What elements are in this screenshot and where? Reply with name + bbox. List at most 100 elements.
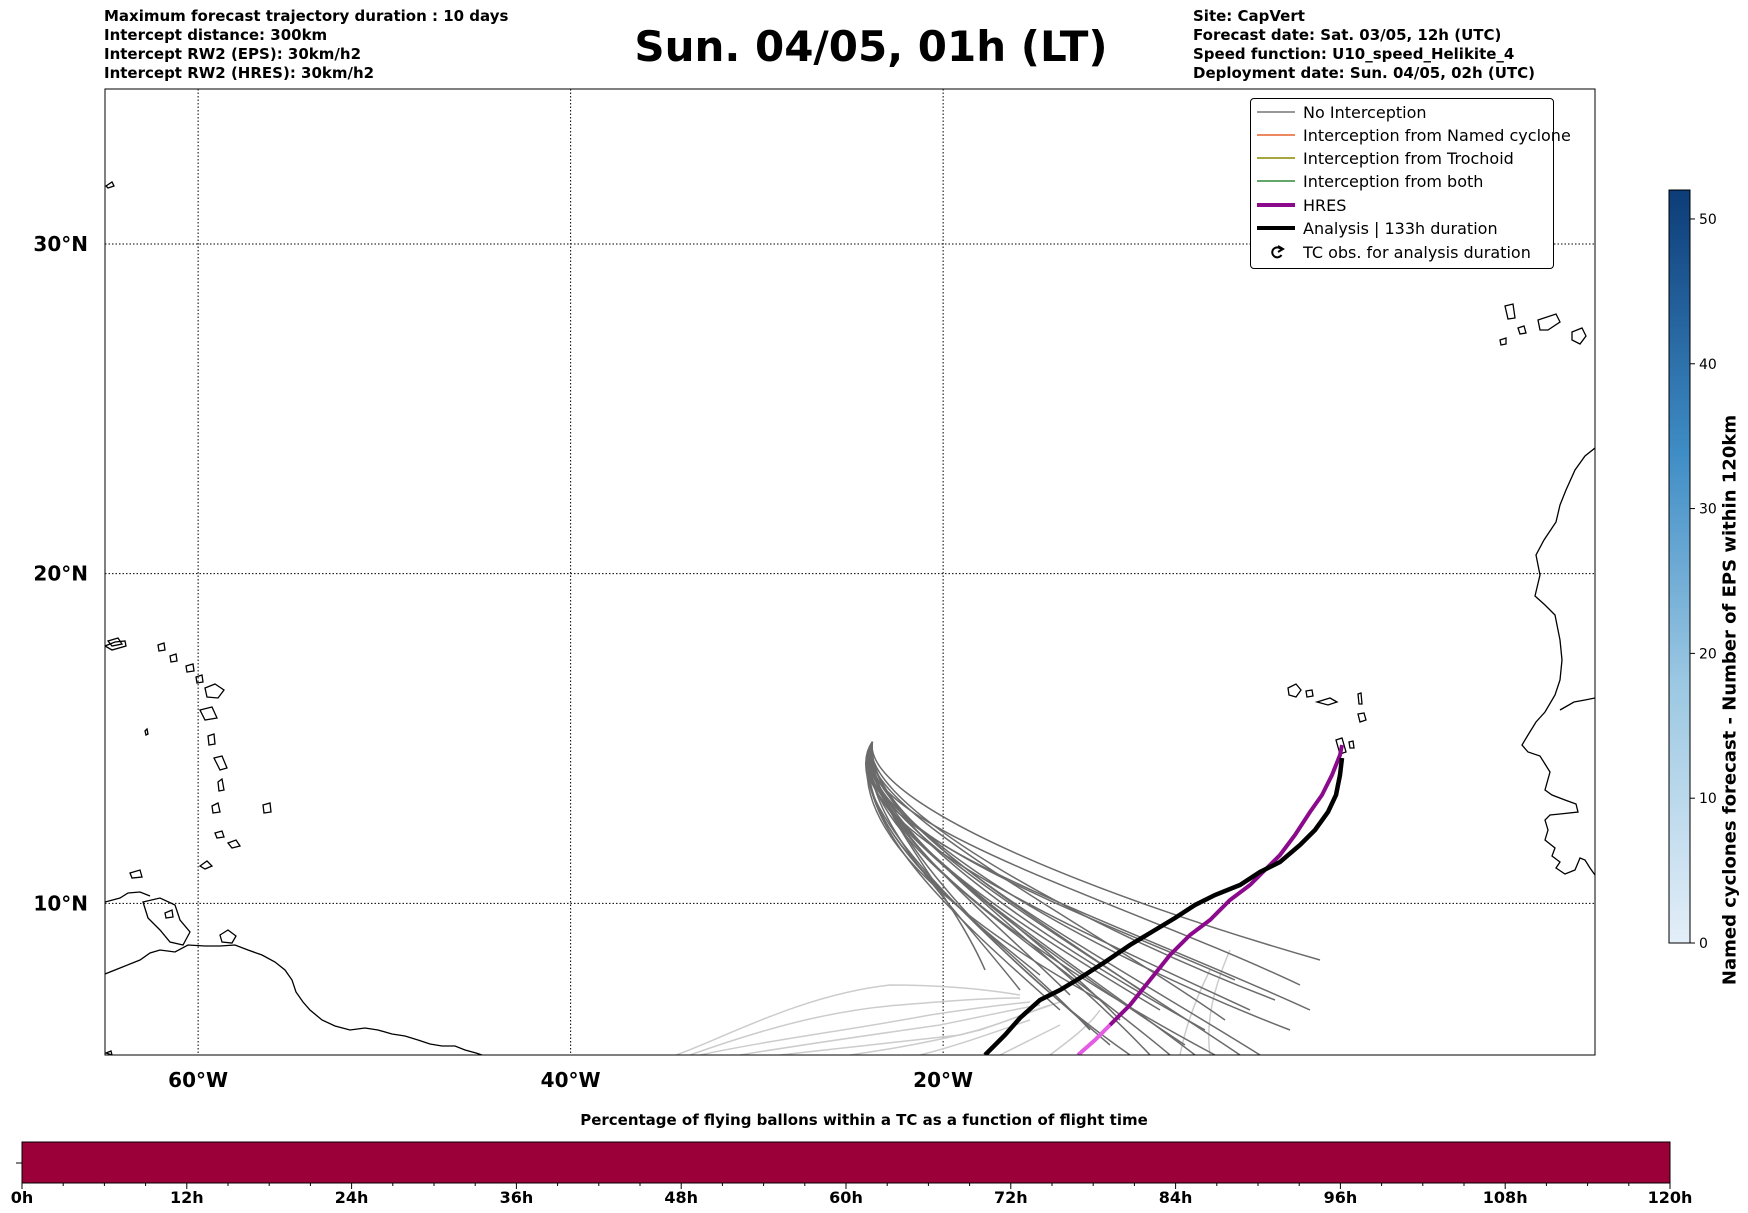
lesser-antilles-7 [207,733,216,746]
colorbar-tick-label: 30 [1699,502,1717,518]
header-right: Site: CapVert Forecast date: Sat. 03/05,… [1193,7,1535,83]
latitude-label: 20°N [33,562,88,586]
legend-swatch-grey [1257,111,1295,113]
colorbar-tick-label: 10 [1699,791,1717,807]
ensemble-trajectory [867,741,1311,1011]
max-duration-text: Maximum forecast trajectory duration : 1… [104,7,509,25]
canary-islands-2 [1499,337,1507,346]
bermuda-coast [105,181,115,189]
barbados-coast [262,802,272,814]
legend-swatch-purple [1257,203,1295,207]
colorbar: 0 10 20 30 40 50 [1668,189,1717,952]
longitude-label: 40°W [541,1068,601,1092]
lesser-antilles-8 [199,706,218,721]
legend-swatch-olive [1257,157,1295,159]
flight-time-bar [16,1141,1671,1189]
lesser-antilles-3 [214,830,225,839]
flight-time-tick-label: 48h [664,1188,699,1207]
flight-time-tick-label: 72h [993,1188,1028,1207]
ensemble-trajectory [869,741,1236,981]
cape-verde-boa-vista [1357,712,1367,723]
canary-islands-3 [1517,325,1527,335]
legend-swatch-green [1257,180,1295,182]
lesser-antilles-1 [129,869,143,879]
flight-time-tick-label: 36h [499,1188,534,1207]
site-text: Site: CapVert [1193,7,1305,25]
longitude-label: 60°W [168,1068,228,1092]
ensemble-trajectory [871,741,1141,991]
coastlines [105,181,1595,1055]
margarita-coast [142,897,191,946]
colorbar-tick-label: 50 [1699,212,1717,228]
flight-time-tick-label: 24h [334,1188,369,1207]
dominica-coast [144,727,149,736]
trinidad-coast [219,929,237,944]
hres-trajectory-late [1076,1023,1112,1055]
speed-function-text: Speed function: U10_speed_Helikite_4 [1193,45,1515,63]
axis-labels: 60°W 40°W 20°W 30°N 20°N 10°N [33,232,973,1092]
lesser-antilles-6 [213,755,228,771]
latitude-label: 30°N [33,232,88,256]
lesser-antilles-5 [217,777,225,792]
flight-time-bar-title: Percentage of flying ballons within a TC… [580,1111,1148,1129]
ensemble-trajectory [869,741,1291,1031]
intercept-eps-text: Intercept RW2 (EPS): 30km/h2 [104,45,361,63]
flight-time-ticks [21,1183,1671,1189]
bonaire-coast [164,909,174,919]
deployment-date-text: Deployment date: Sun. 04/05, 02h (UTC) [1193,64,1536,82]
trajectories [675,741,1345,1055]
ensemble-trajectory [868,741,1301,986]
cape-verde-santiago [1335,737,1347,755]
puerto-rico-coast [105,640,127,651]
flight-time-tick-label: 84h [1158,1188,1193,1207]
colorbar-gradient [1668,189,1691,944]
flight-time-tick-label: 108h [1482,1188,1528,1207]
latitude-label: 10°N [33,891,88,915]
header-left: Maximum forecast trajectory duration : 1… [104,7,508,83]
tobago-coast [226,839,242,849]
colorbar-tick-label: 40 [1699,357,1717,373]
flight-time-tick-label: 120h [1647,1188,1693,1207]
ensemble-trajectory [866,741,1101,1001]
west-africa-coast [1521,447,1595,876]
flight-time-tick-label: 96h [1323,1188,1358,1207]
flight-time-tick-label: 0h [10,1188,34,1207]
cape-verde-sao-nicolau [1314,697,1339,706]
venezuela-coast [105,891,151,903]
ensemble-trajectory [870,741,1276,1001]
intercept-hres-text: Intercept RW2 (HRES): 30km/h2 [104,64,375,82]
lesser-antilles-4 [211,802,221,814]
longitude-label: 20°W [913,1068,973,1092]
colorbar-ticks: 0 10 20 30 40 50 [1690,212,1717,952]
canary-islands-4 [1537,313,1561,331]
map-title: Sun. 04/05, 01h (LT) [634,22,1108,71]
lesser-antilles-11 [169,653,178,663]
colorbar-tick-label: 0 [1699,936,1708,952]
canary-islands-5 [1571,327,1587,345]
colorbar-label: Named cyclones forecast - Number of EPS … [1719,414,1741,986]
hres-trajectory [1108,744,1344,1027]
cape-verde-sao-vicente [1305,689,1314,698]
small-island-w [105,1050,113,1055]
forecast-date-text: Forecast date: Sat. 03/05, 12h (UTC) [1193,26,1502,44]
ensemble-trajectories [865,741,1321,1055]
lesser-antilles-9 [195,674,204,684]
lesser-antilles-10 [185,663,195,673]
cyclone-marker-icon [1271,245,1285,259]
senegal-gambia-coast [1559,697,1595,711]
intercept-distance-text: Intercept distance: 300km [104,26,328,44]
legend: No Interception Interception from Named … [1250,98,1571,269]
analysis-trajectory [983,757,1345,1055]
cape-verde-fogo [1348,740,1355,749]
tc-percentage-bar [21,1141,1671,1184]
flight-time-tick-label: 60h [829,1188,863,1207]
guadeloupe-coast [204,683,225,699]
ensemble-trajectory [869,741,1226,1021]
canary-islands-1 [1504,303,1516,320]
ensemble-trajectory [867,741,1041,976]
flight-time-tick-label: 12h [169,1188,204,1207]
south-america-coast [105,944,485,1055]
lesser-antilles-12 [157,642,166,652]
colorbar-tick-label: 20 [1699,646,1717,662]
